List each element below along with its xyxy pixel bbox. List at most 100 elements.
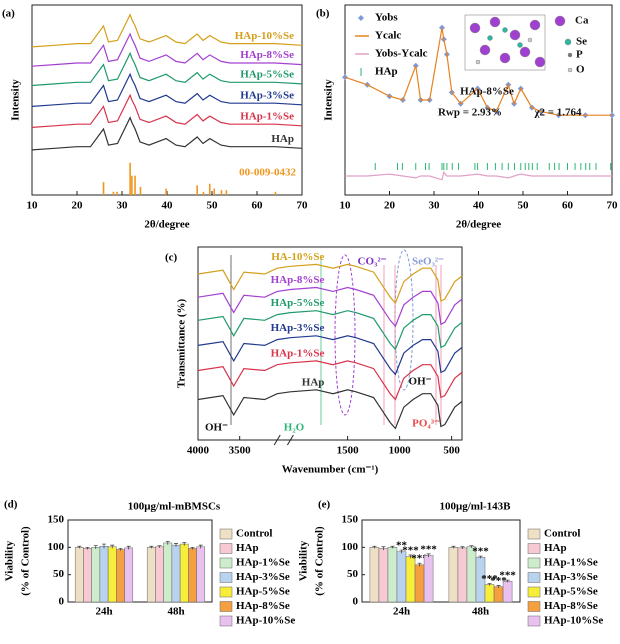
series-label: HAp — [302, 376, 325, 388]
y-axis-title: (% of Control) — [314, 526, 326, 596]
plot-frame — [197, 246, 463, 441]
error-bar — [118, 548, 123, 551]
y-axis-title: Intensity — [10, 79, 22, 121]
y-tick-label: 150 — [48, 514, 65, 526]
x-tick-label: 30 — [429, 200, 441, 212]
error-bar — [469, 545, 474, 548]
series-label: HAp-3%Se — [240, 89, 294, 101]
legend-swatch — [219, 615, 233, 627]
legend-swatch — [527, 557, 541, 569]
error-bar — [496, 585, 501, 588]
error-bar — [110, 544, 115, 549]
legend-swatch — [219, 557, 233, 569]
plot-frame — [361, 519, 521, 603]
error-bar — [77, 545, 82, 549]
series-label: HA-10%Se — [271, 251, 324, 263]
legend-swatch — [527, 528, 541, 540]
reference-bar — [202, 191, 205, 195]
error-bar — [85, 546, 90, 550]
annotation: H₂O — [284, 422, 305, 434]
x-tick-label: 24h — [95, 606, 112, 618]
reference-bar — [129, 162, 131, 195]
y-tick-label: 150 — [342, 514, 359, 526]
y-tick-label: 100 — [48, 541, 65, 553]
legend-swatch — [527, 572, 541, 583]
x-tick-label: 50 — [518, 200, 530, 212]
bar — [188, 548, 197, 603]
annotation: χ2 = 1.764 — [533, 107, 582, 119]
significance-marker: *** — [402, 545, 419, 557]
bar — [414, 564, 425, 603]
series-line — [31, 93, 303, 128]
y-tick-label: 0 — [59, 596, 65, 608]
annotation: Rwp = 2.93% — [438, 107, 502, 119]
reference-bar — [131, 175, 133, 195]
x-tick-label: 1500 — [337, 445, 360, 457]
panel-label: (b) — [316, 8, 330, 20]
x-axis-title: Wavenumber (cm⁻¹) — [282, 464, 379, 476]
reference-bar — [139, 186, 142, 195]
legend-swatch — [219, 601, 233, 612]
bar — [146, 547, 156, 603]
significance-marker: *** — [472, 546, 489, 558]
x-tick-label: 3500 — [229, 445, 252, 457]
reference-bar — [112, 191, 115, 195]
x-tick-label: 40 — [162, 200, 174, 212]
legend-label: HAp-10%Se — [236, 615, 295, 627]
legend-label: HAp — [544, 542, 567, 554]
error-bar — [408, 554, 413, 559]
error-bar — [417, 562, 422, 567]
annotation: OH⁻ — [205, 422, 228, 434]
series-line — [31, 32, 303, 67]
legend-label: HAp-1%Se — [236, 557, 290, 569]
annotation: SeO₃²⁻ — [412, 256, 444, 268]
series-line — [31, 72, 303, 107]
bar — [396, 551, 407, 603]
x-tick-label: 20 — [72, 200, 84, 212]
error-bar — [390, 545, 395, 549]
error-bar — [198, 544, 203, 549]
series-label: HAp-5%Se — [240, 68, 294, 80]
error-bar — [174, 543, 178, 547]
series-line — [345, 170, 612, 181]
legend-label: HAp-1%Se — [544, 557, 598, 569]
x-tick-label: 50 — [207, 200, 219, 212]
significance-marker: *** — [499, 570, 516, 582]
series-label: HAp-3%Se — [271, 322, 325, 334]
legend-label: HAp-8%Se — [236, 600, 290, 612]
annotation: CO₃²⁻ — [358, 256, 387, 268]
legend-swatch — [527, 615, 541, 627]
reference-bar — [102, 182, 105, 195]
significance-marker: ** — [396, 540, 408, 552]
reference-bar — [116, 191, 118, 195]
legend-label: HAp-10%Se — [544, 615, 603, 627]
bar — [196, 546, 206, 603]
bar — [163, 542, 173, 603]
bar — [423, 555, 434, 603]
error-bar — [102, 543, 106, 549]
error-bar — [157, 545, 162, 548]
bar — [493, 586, 504, 603]
x-tick-label: 4000 — [187, 445, 210, 457]
error-bar — [182, 542, 187, 546]
error-bar — [426, 553, 431, 558]
series-line — [31, 116, 303, 151]
y-tick-label: 100 — [342, 541, 359, 553]
legend-swatch — [219, 572, 233, 583]
error-bar — [126, 545, 131, 550]
bar — [179, 543, 189, 603]
x-tick-label: 70 — [607, 200, 619, 212]
legend-swatch — [527, 586, 541, 598]
y-axis-title: Viability — [4, 540, 16, 581]
x-axis-title: 2θ/degree — [456, 219, 501, 231]
legend-swatch — [219, 586, 233, 598]
series-label: HAp-8%Se — [271, 274, 325, 286]
error-bar — [149, 545, 154, 549]
bar — [107, 546, 117, 603]
y-tick-label: 0 — [353, 596, 359, 608]
legend-swatch — [219, 528, 233, 540]
legend-label: Yobs-Ycalc — [375, 48, 428, 60]
legend-label: HAp-5%Se — [236, 586, 290, 598]
error-bar — [487, 583, 492, 586]
